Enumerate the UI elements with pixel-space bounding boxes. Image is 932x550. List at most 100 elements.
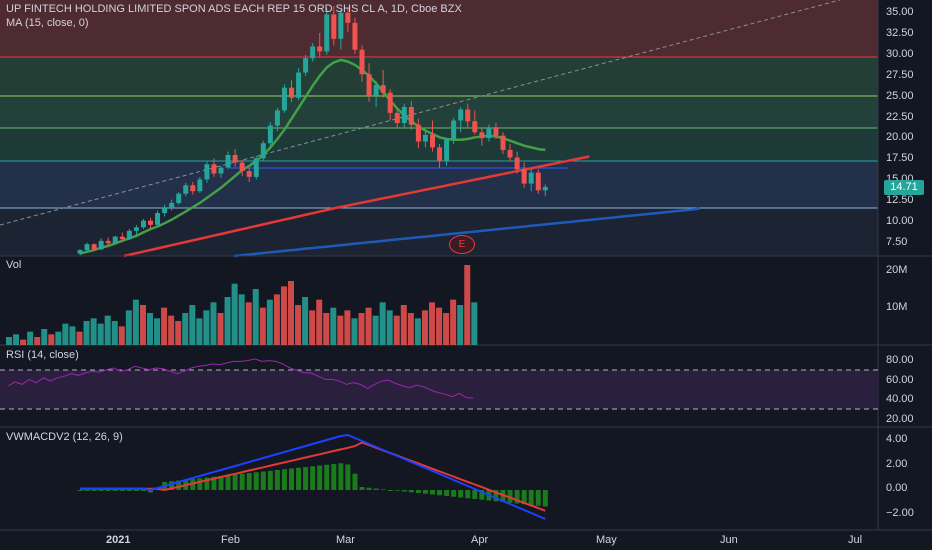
price-axis-label: 7.50 bbox=[886, 235, 908, 248]
time-axis-label: Mar bbox=[336, 534, 355, 546]
volume-bar bbox=[62, 323, 69, 345]
candle-body bbox=[514, 157, 520, 170]
macd-histogram-bar bbox=[380, 489, 386, 490]
volume-bar bbox=[182, 313, 189, 345]
volume-bar bbox=[457, 305, 464, 345]
price-axis-label: 30.00 bbox=[886, 47, 914, 60]
ma-legend[interactable]: MA (15, close, 0) bbox=[6, 17, 89, 29]
macd-histogram-bar bbox=[119, 490, 125, 491]
candle-body bbox=[394, 112, 400, 124]
ma50-line bbox=[123, 155, 590, 258]
candle-body bbox=[310, 46, 316, 59]
trend-line[interactable] bbox=[0, 0, 841, 226]
volume-bar bbox=[414, 318, 421, 345]
macd-histogram-bar bbox=[521, 490, 527, 505]
candle-body bbox=[289, 87, 294, 98]
volume-bar bbox=[104, 315, 111, 345]
macd-histogram-bar bbox=[373, 488, 379, 490]
volume-bar bbox=[273, 294, 280, 345]
macd-histogram-bar bbox=[296, 467, 302, 490]
volume-bar bbox=[386, 310, 393, 345]
macd-histogram-bar bbox=[472, 490, 478, 499]
volume-bar bbox=[55, 331, 62, 345]
macd-histogram-bar bbox=[260, 471, 266, 490]
macd-histogram-bar bbox=[394, 490, 400, 491]
price-axis-label: 10.00 bbox=[886, 215, 914, 227]
candle-body bbox=[401, 107, 407, 124]
macd-histogram-bar bbox=[458, 490, 464, 498]
candle-body bbox=[105, 240, 111, 244]
macd-histogram-bar bbox=[169, 481, 175, 490]
macd-histogram-bar bbox=[408, 490, 414, 493]
price-axis-label: 35.00 bbox=[886, 6, 914, 18]
candle-body bbox=[281, 87, 287, 111]
volume-bar bbox=[97, 323, 104, 345]
macd-histogram-bar bbox=[542, 490, 548, 507]
candle-body bbox=[296, 72, 302, 98]
zone-green-upper bbox=[0, 57, 878, 96]
rsi-axis-label: 80.00 bbox=[886, 354, 914, 366]
candle-body bbox=[338, 12, 344, 39]
candle-body bbox=[458, 109, 464, 121]
candle-body bbox=[126, 230, 132, 240]
macd-histogram-bar bbox=[232, 474, 238, 490]
ma15-line bbox=[79, 58, 546, 255]
macd-histogram-bar bbox=[176, 480, 182, 490]
macd-histogram-bar bbox=[331, 464, 337, 490]
candle-body bbox=[444, 139, 450, 161]
candle-body bbox=[408, 107, 414, 125]
rsi-legend[interactable]: RSI (14, close) bbox=[6, 349, 79, 361]
candle-body bbox=[324, 14, 330, 52]
candle-body bbox=[148, 220, 153, 225]
macd-histogram-bar bbox=[535, 490, 541, 506]
candle-body bbox=[373, 85, 379, 96]
time-axis-label: Feb bbox=[221, 534, 240, 546]
volume-bar bbox=[238, 294, 245, 345]
volume-bar bbox=[196, 318, 203, 345]
macd-histogram-bar bbox=[345, 464, 351, 490]
zone-green-lower bbox=[0, 96, 878, 128]
macd-legend[interactable]: VWMACDV2 (12, 26, 9) bbox=[6, 431, 123, 443]
volume-bar bbox=[90, 318, 97, 345]
candle-body bbox=[246, 170, 252, 177]
volume-bar bbox=[379, 302, 386, 345]
candle-body bbox=[176, 193, 182, 203]
candle-body bbox=[507, 149, 513, 158]
candle-body bbox=[451, 120, 457, 140]
macd-histogram-bar bbox=[126, 490, 132, 491]
volume-legend[interactable]: Vol bbox=[6, 259, 22, 271]
candle-body bbox=[133, 227, 139, 231]
macd-histogram-bar bbox=[338, 463, 344, 490]
candle-body bbox=[260, 143, 266, 159]
macd-histogram-bar bbox=[211, 476, 217, 490]
macd-histogram-bar bbox=[422, 490, 428, 494]
macd-histogram-bar bbox=[359, 487, 365, 490]
volume-bar bbox=[316, 299, 323, 345]
price-axis-label: 25.00 bbox=[886, 89, 914, 102]
candle-body bbox=[169, 202, 175, 208]
volume-bar bbox=[252, 289, 259, 345]
candle-body bbox=[204, 164, 210, 180]
volume-bar bbox=[464, 265, 471, 345]
macd-histogram-bar bbox=[281, 469, 287, 490]
earnings-marker[interactable]: E bbox=[449, 235, 475, 254]
candle-body bbox=[162, 207, 168, 214]
ma200-path bbox=[233, 207, 700, 258]
volume-bar bbox=[210, 302, 217, 345]
candle-body bbox=[521, 169, 527, 184]
candle-body bbox=[84, 244, 90, 251]
candle-body bbox=[225, 154, 231, 168]
volume-bar bbox=[436, 307, 443, 345]
rsi-line bbox=[7, 358, 474, 399]
macd-axis-label: 2.00 bbox=[886, 457, 908, 470]
volume-bar bbox=[323, 313, 330, 345]
time-axis-label: 2021 bbox=[106, 534, 131, 546]
macd-histogram-bar bbox=[465, 490, 471, 499]
macd-histogram-bar bbox=[493, 490, 499, 502]
volume-bar bbox=[118, 326, 125, 345]
volume-bar bbox=[27, 331, 34, 345]
candle-body bbox=[380, 85, 386, 93]
candle-body bbox=[274, 110, 280, 126]
volume-bar bbox=[231, 283, 238, 345]
